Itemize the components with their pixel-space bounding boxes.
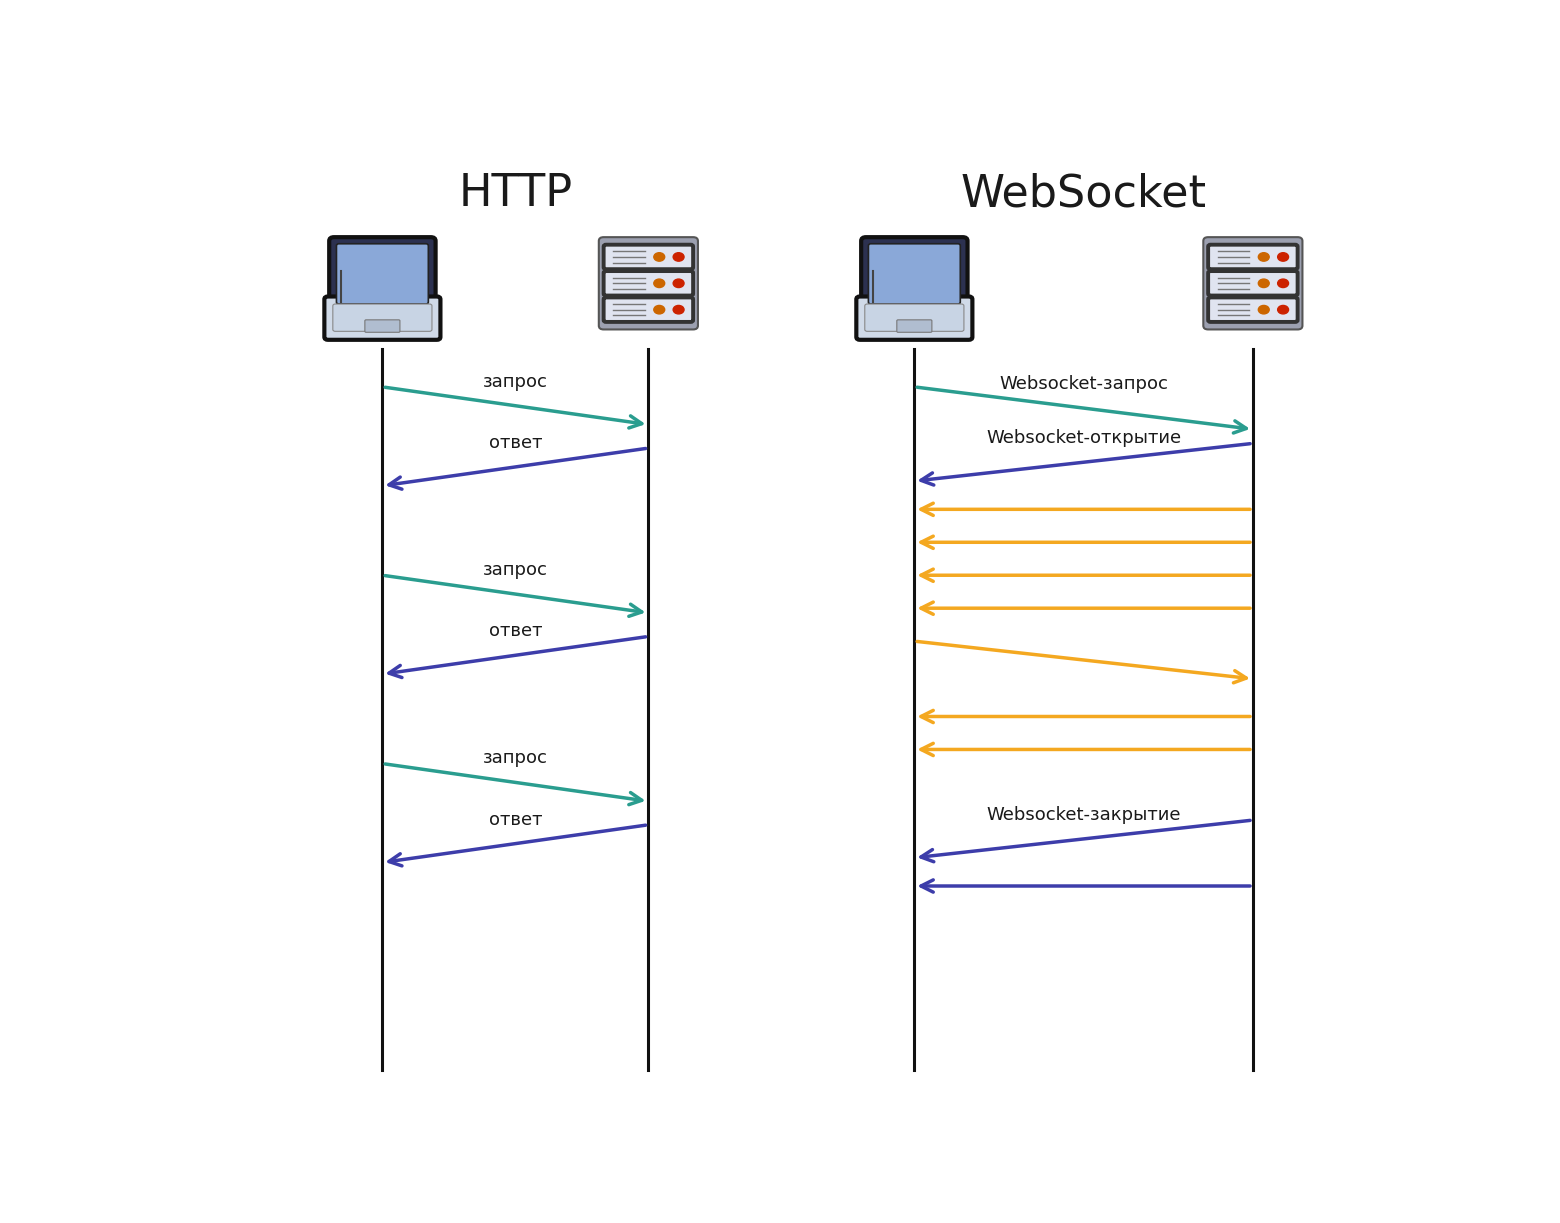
Circle shape [654,306,665,314]
Circle shape [654,279,665,287]
Text: Websocket-открытие: Websocket-открытие [986,429,1181,448]
FancyBboxPatch shape [1203,237,1303,329]
Text: Websocket-запрос: Websocket-запрос [998,375,1168,393]
FancyBboxPatch shape [337,243,429,305]
FancyBboxPatch shape [1207,245,1298,269]
Text: ответ: ответ [488,623,543,640]
Text: запрос: запрос [484,750,548,767]
Circle shape [674,279,683,287]
FancyBboxPatch shape [599,237,697,329]
FancyBboxPatch shape [329,237,435,311]
Circle shape [1278,279,1289,287]
FancyBboxPatch shape [869,243,961,305]
Circle shape [654,253,665,262]
Circle shape [1259,279,1270,287]
FancyBboxPatch shape [897,320,931,333]
Text: HTTP: HTTP [459,172,573,215]
Circle shape [1278,253,1289,262]
Text: WebSocket: WebSocket [961,172,1207,215]
FancyBboxPatch shape [604,272,693,296]
Circle shape [674,306,683,314]
Text: Websocket-закрытие: Websocket-закрытие [986,806,1181,824]
FancyBboxPatch shape [604,245,693,269]
Circle shape [1259,306,1270,314]
FancyBboxPatch shape [365,320,399,333]
FancyBboxPatch shape [1207,297,1298,322]
Circle shape [674,253,683,262]
Text: ответ: ответ [488,434,543,451]
FancyBboxPatch shape [604,297,693,322]
Text: запрос: запрос [484,373,548,390]
FancyBboxPatch shape [324,296,440,340]
Circle shape [1259,253,1270,262]
FancyBboxPatch shape [856,296,972,340]
Text: ответ: ответ [488,811,543,828]
FancyBboxPatch shape [861,237,967,311]
FancyBboxPatch shape [864,305,964,331]
FancyBboxPatch shape [332,305,432,331]
FancyBboxPatch shape [1207,272,1298,296]
Text: запрос: запрос [484,561,548,578]
Circle shape [1278,306,1289,314]
